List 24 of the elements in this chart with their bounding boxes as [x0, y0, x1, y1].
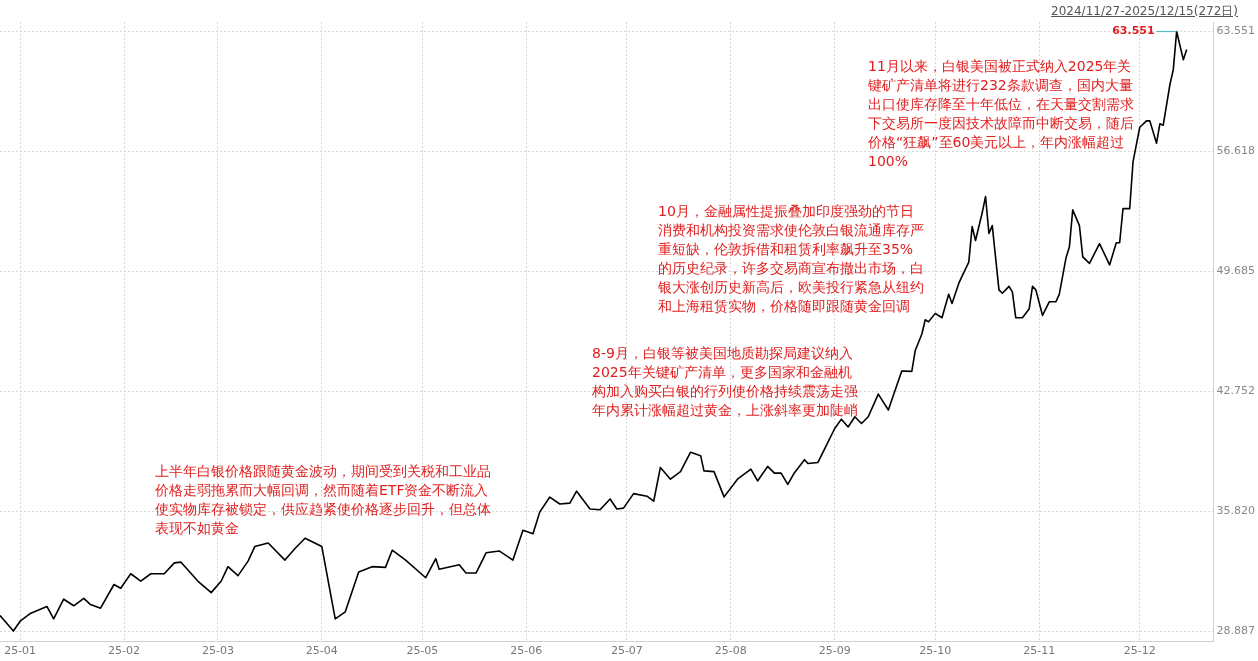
x-tick-label: 25-12 [1123, 644, 1156, 658]
annotation: 63.551 [1112, 24, 1155, 38]
x-tick-label: 25-06 [510, 644, 543, 658]
y-tick-label: 63.551 [1216, 24, 1256, 38]
x-tick-label: 25-07 [610, 644, 643, 658]
x-tick-label: 25-05 [406, 644, 439, 658]
y-tick-label: 28.887 [1216, 624, 1256, 638]
y-tick-label: 56.618 [1216, 144, 1256, 158]
x-tick-label: 25-04 [305, 644, 338, 658]
annotation: 11月以来，白银美国被正式纳入2025年关键矿产清单将进行232条款调查，国内大量出口使库存降至十年低位，在天量交割需求下交易所一度因技术故障而中断交易，随后价格“狂飙”至60美元以上，年内涨幅超过100% [868, 57, 1135, 171]
y-tick-label: 35.820 [1216, 504, 1256, 518]
x-tick-label: 25-01 [4, 644, 37, 658]
annotation: 上半年白银价格跟随黄金波动，期间受到关税和工业品价格走弱拖累而大幅回调，然而随着ETF资金不断流入使实物库存被锁定，供应趋紧使价格逐步回升，但总体表现不如黄金 [155, 462, 492, 538]
x-tick-label: 25-09 [818, 644, 851, 658]
x-tick-label: 25-02 [108, 644, 141, 658]
y-tick-label: 49.685 [1216, 264, 1256, 278]
x-tick-label: 25-11 [1023, 644, 1056, 658]
y-tick-label: 42.752 [1216, 384, 1256, 398]
annotation: 8-9月，白银等被美国地质勘探局建议纳入2025年关键矿产清单，更多国家和金融机构加入购买白银的行列使价格持续震荡走强年内累计涨幅超过黄金，上涨斜率更加陡峭 [592, 344, 859, 420]
text: 2024/11/27-2025/12/15(272日) [1050, 3, 1238, 20]
annotation: 10月，金融属性提振叠加印度强劲的节日消费和机构投资需求使伦敦白银流通库存严重短缺，伦敦拆借和租赁利率飙升至35%的历史纪录，许多交易商宣布撤出市场，白银大涨创历史新高后，欧美投行紧急从纽约和上海租赁实物，价格随即跟随黄金回调 [658, 202, 925, 316]
x-tick-label: 25-03 [201, 644, 234, 658]
x-tick-label: 25-10 [919, 644, 952, 658]
x-tick-label: 25-08 [714, 644, 747, 658]
